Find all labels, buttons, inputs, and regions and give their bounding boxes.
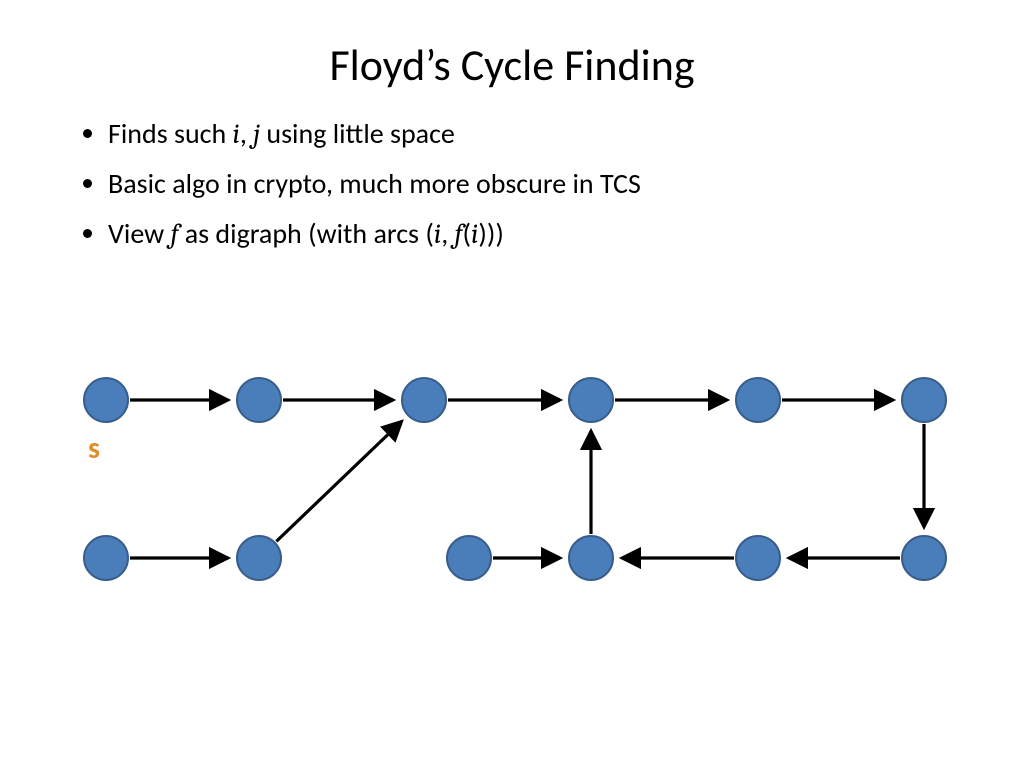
graph-node [447,536,491,580]
graph-node [902,536,946,580]
graph-node [736,536,780,580]
graph-node [569,378,613,422]
graph-node [84,378,128,422]
graph-node [736,378,780,422]
graph-node [237,536,281,580]
graph-node [237,378,281,422]
edge [276,421,401,541]
graph-node [902,378,946,422]
graph-node [569,536,613,580]
digraph [0,0,1024,768]
graph-node [402,378,446,422]
graph-node [84,536,128,580]
